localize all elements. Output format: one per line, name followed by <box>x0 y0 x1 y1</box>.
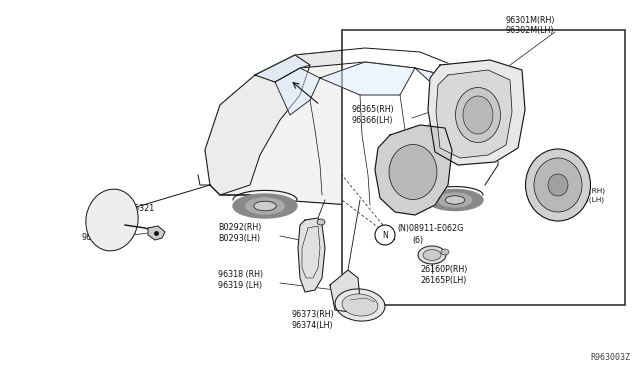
Ellipse shape <box>335 289 385 321</box>
Text: B0292(RH)
B0293(LH): B0292(RH) B0293(LH) <box>218 222 261 243</box>
Ellipse shape <box>317 219 325 225</box>
Ellipse shape <box>389 144 437 199</box>
Polygon shape <box>298 218 325 292</box>
Ellipse shape <box>548 174 568 196</box>
Polygon shape <box>320 62 415 95</box>
Polygon shape <box>205 55 310 195</box>
Circle shape <box>375 225 395 245</box>
Ellipse shape <box>427 189 483 211</box>
Polygon shape <box>330 270 360 312</box>
Text: N: N <box>382 231 388 240</box>
Ellipse shape <box>525 149 591 221</box>
Polygon shape <box>148 226 165 240</box>
Ellipse shape <box>86 189 138 251</box>
Ellipse shape <box>423 250 441 260</box>
Polygon shape <box>436 70 512 158</box>
Polygon shape <box>205 48 500 205</box>
Ellipse shape <box>342 294 378 316</box>
Ellipse shape <box>246 198 284 214</box>
Text: 96321: 96321 <box>130 203 156 212</box>
Text: 96320: 96320 <box>82 232 108 241</box>
Text: 96302M(LH): 96302M(LH) <box>505 26 554 35</box>
Ellipse shape <box>254 201 276 211</box>
Text: 96367M(RH)
96368M(LH): 96367M(RH) 96368M(LH) <box>560 187 606 202</box>
Polygon shape <box>428 60 525 165</box>
Ellipse shape <box>445 196 465 204</box>
Polygon shape <box>375 125 452 215</box>
Text: R963003Z: R963003Z <box>590 353 630 362</box>
Text: 96365(RH)
96366(LH): 96365(RH) 96366(LH) <box>352 105 395 125</box>
Bar <box>342 30 625 305</box>
Ellipse shape <box>418 246 446 264</box>
Text: 26160P(RH)
26165P(LH): 26160P(RH) 26165P(LH) <box>420 264 467 285</box>
Text: 96373(RH)
96374(LH): 96373(RH) 96374(LH) <box>292 310 335 330</box>
Text: (6): (6) <box>412 235 423 244</box>
Polygon shape <box>275 68 320 115</box>
Polygon shape <box>255 48 460 82</box>
Polygon shape <box>255 55 310 82</box>
Ellipse shape <box>463 96 493 134</box>
Text: (N)08911-E062G: (N)08911-E062G <box>397 224 463 232</box>
Polygon shape <box>415 68 465 100</box>
Text: 96318 (RH)
96319 (LH): 96318 (RH) 96319 (LH) <box>218 270 263 291</box>
Ellipse shape <box>456 87 500 142</box>
Ellipse shape <box>534 158 582 212</box>
Ellipse shape <box>233 194 297 218</box>
Text: 96301M(RH): 96301M(RH) <box>505 16 554 25</box>
Ellipse shape <box>441 249 449 255</box>
Ellipse shape <box>438 193 472 207</box>
